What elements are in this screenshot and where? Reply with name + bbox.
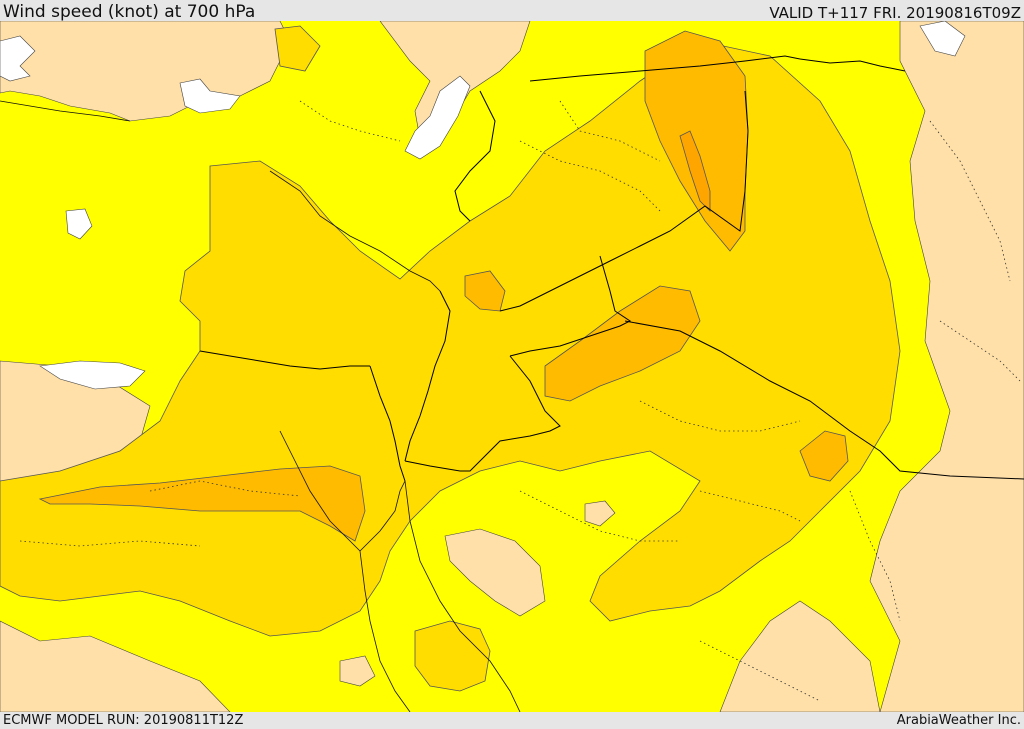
valid-time: VALID T+117 FRI. 20190816T09Z [769, 4, 1021, 22]
admin-boundaries [19, 100, 1021, 702]
white-blob-sea [65, 208, 93, 240]
peach-area-southeast [719, 600, 881, 712]
wind-band-strong-west [38, 465, 366, 542]
wind-band-mid-south [414, 620, 491, 692]
white-area-inlet [179, 78, 241, 114]
wind-band-strong-east [799, 430, 849, 482]
map-title: Wind speed (knot) at 700 hPa [3, 2, 256, 22]
peach-blob-c [339, 655, 376, 687]
wind-band-strongest-north [679, 130, 711, 212]
coastlines [0, 100, 521, 712]
header-bar: Wind speed (knot) at 700 hPa VALID T+117… [0, 0, 1024, 22]
peach-area-east [869, 21, 1024, 712]
footer-bar: ECMWF MODEL RUN: 20190811T12Z ArabiaWeat… [0, 712, 1024, 729]
map-canvas [0, 21, 1024, 712]
white-area-gulf [404, 75, 471, 160]
peach-area-southwest [0, 620, 231, 712]
white-area-northeast [919, 21, 966, 57]
peach-blob-a [444, 528, 546, 617]
country-borders [199, 55, 1024, 482]
credit-label: ArabiaWeather Inc. [896, 713, 1021, 728]
weather-map[interactable] [0, 21, 1024, 712]
wind-band-mid-northwest [274, 25, 321, 72]
model-run-label: ECMWF MODEL RUN: 20190811T12Z [3, 713, 244, 728]
white-area-north-coast [0, 35, 36, 82]
wind-band-strong-north [644, 30, 749, 252]
peach-blob-b [584, 500, 616, 527]
white-area-delta [39, 360, 146, 390]
